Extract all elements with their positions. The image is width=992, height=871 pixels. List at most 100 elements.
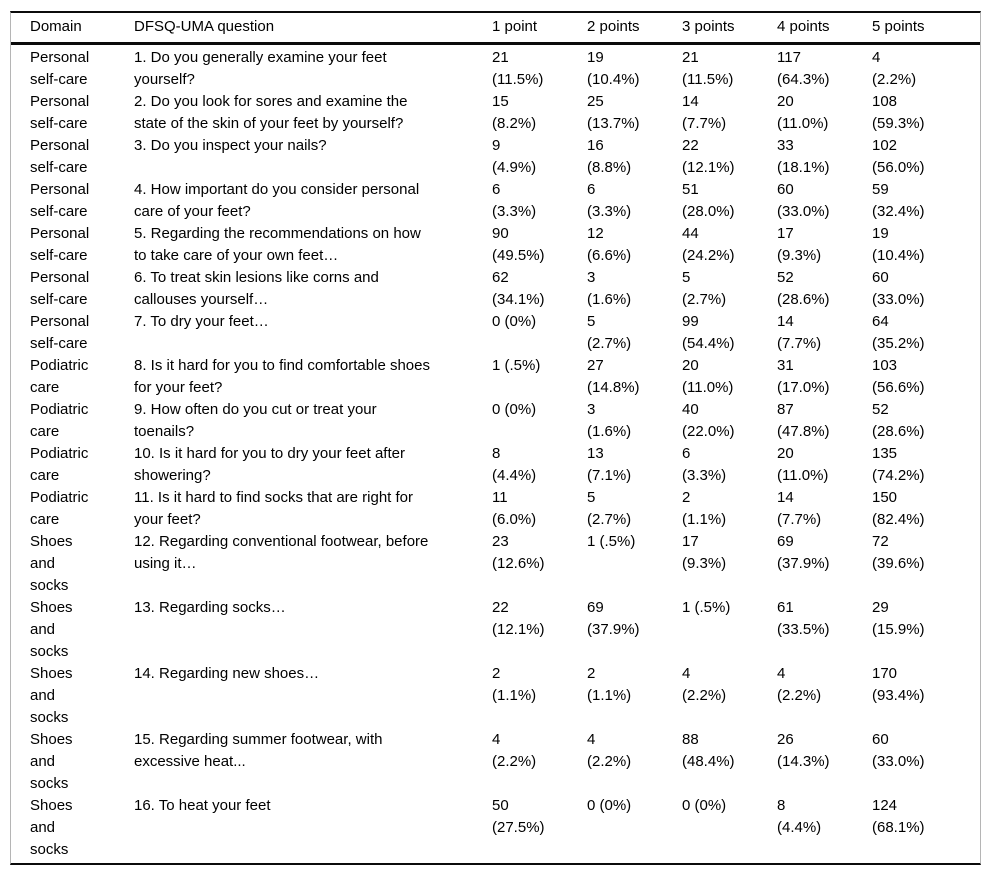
points-cell: 0 (0%) — [682, 797, 727, 814]
table-row: Shoes and socks 15. Regarding summer foot… — [11, 729, 980, 795]
question-cell: 15. Regarding summer footwear, with exce… — [134, 731, 383, 770]
domain-cell: Shoes and socks — [30, 665, 73, 726]
points-cell: 19 (10.4%) — [872, 225, 925, 264]
points-cell: 124 (68.1%) — [872, 797, 925, 836]
points-cell: 44 (24.2%) — [682, 225, 735, 264]
points-cell: 4 (2.2%) — [492, 731, 537, 770]
domain-cell: Podiatric care — [30, 489, 89, 528]
question-cell: 1. Do you generally examine your feet yo… — [134, 49, 387, 88]
domain-cell: Personal self-care — [30, 269, 90, 308]
table-row: Shoes and socks 14. Regarding new shoes… 2… — [11, 663, 980, 729]
header-row: Domain DFSQ-UMA question 1 point 2 points 3 … — [11, 13, 980, 45]
points-cell: 17 (9.3%) — [777, 225, 822, 264]
points-cell: 12 (6.6%) — [587, 225, 632, 264]
domain-cell: Personal self-care — [30, 93, 90, 132]
table-row: Shoes and socks 12. Regarding conventiona… — [11, 531, 980, 597]
points-cell: 61 (33.5%) — [777, 599, 830, 638]
table-row: Personal self-care 6. To treat skin lesio… — [11, 267, 980, 311]
points-cell: 99 (54.4%) — [682, 313, 735, 352]
question-cell: 2. Do you look for sores and examine the… — [134, 93, 408, 132]
points-cell: 23 (12.6%) — [492, 533, 545, 572]
dfsq-uma-table: Domain DFSQ-UMA question 1 point 2 points 3 … — [11, 13, 980, 863]
points-cell: 90 (49.5%) — [492, 225, 545, 264]
points-cell: 13 (7.1%) — [587, 445, 632, 484]
points-cell: 3 (1.6%) — [587, 401, 632, 440]
points-cell: 4 (2.2%) — [872, 49, 917, 88]
points-cell: 26 (14.3%) — [777, 731, 830, 770]
points-cell: 102 (56.0%) — [872, 137, 925, 176]
points-cell: 9 (4.9%) — [492, 137, 537, 176]
points-cell: 6 (3.3%) — [682, 445, 727, 484]
points-cell: 170 (93.4%) — [872, 665, 925, 704]
domain-cell: Personal self-care — [30, 225, 90, 264]
table-row: Shoes and socks 16. To heat your feet 50 (… — [11, 795, 980, 863]
domain-cell: Shoes and socks — [30, 599, 73, 660]
question-cell: 16. To heat your feet — [134, 797, 271, 814]
table-row: Podiatric care 10. Is it hard for you to … — [11, 443, 980, 487]
question-cell: 6. To treat skin lesions like corns and … — [134, 269, 379, 308]
question-cell: 9. How often do you cut or treat your to… — [134, 401, 377, 440]
table-row: Personal self-care 1. Do you generally ex… — [11, 44, 980, 92]
points-cell: 117 (64.3%) — [777, 49, 830, 88]
points-cell: 14 (7.7%) — [777, 313, 822, 352]
table-frame: Domain DFSQ-UMA question 1 point 2 points 3 … — [10, 11, 981, 865]
points-cell: 21 (11.5%) — [492, 49, 544, 88]
question-cell: 13. Regarding socks… — [134, 599, 286, 616]
points-cell: 108 (59.3%) — [872, 93, 925, 132]
points-cell: 17 (9.3%) — [682, 533, 727, 572]
points-cell: 33 (18.1%) — [777, 137, 830, 176]
domain-cell: Shoes and socks — [30, 797, 73, 858]
points-cell: 3 (1.6%) — [587, 269, 632, 308]
points-cell: 5 (2.7%) — [587, 313, 632, 352]
points-cell: 69 (37.9%) — [777, 533, 830, 572]
domain-cell: Podiatric care — [30, 401, 89, 440]
domain-cell: Personal self-care — [30, 181, 90, 220]
domain-cell: Personal self-care — [30, 49, 90, 88]
points-cell: 22 (12.1%) — [492, 599, 545, 638]
points-cell: 40 (22.0%) — [682, 401, 735, 440]
question-cell: 11. Is it hard to find socks that are ri… — [134, 489, 414, 528]
points-cell: 1 (.5%) — [587, 533, 636, 550]
points-cell: 31 (17.0%) — [777, 357, 830, 396]
table-row: Personal self-care 3. Do you inspect your… — [11, 135, 980, 179]
points-cell: 60 (33.0%) — [872, 269, 925, 308]
points-cell: 6 (3.3%) — [587, 181, 632, 220]
points-cell: 62 (34.1%) — [492, 269, 545, 308]
points-cell: 20 (11.0%) — [777, 93, 829, 132]
points-cell: 0 (0%) — [492, 313, 537, 330]
points-cell: 88 (48.4%) — [682, 731, 735, 770]
table-row: Personal self-care 4. How important do yo… — [11, 179, 980, 223]
column-header: 4 points — [777, 13, 872, 45]
points-cell: 4 (2.2%) — [587, 731, 632, 770]
points-cell: 135 (74.2%) — [872, 445, 925, 484]
points-cell: 25 (13.7%) — [587, 93, 640, 132]
question-cell: 5. Regarding the recommendations on how … — [134, 225, 421, 264]
column-header: Domain — [11, 13, 134, 45]
table-row: Personal self-care 5. Regarding the recom… — [11, 223, 980, 267]
points-cell: 29 (15.9%) — [872, 599, 925, 638]
points-cell: 1 (.5%) — [492, 357, 541, 374]
domain-cell: Shoes and socks — [30, 731, 73, 792]
points-cell: 19 (10.4%) — [587, 49, 640, 88]
points-cell: 2 (1.1%) — [492, 665, 537, 704]
column-header: 5 points — [872, 13, 980, 45]
points-cell: 60 (33.0%) — [872, 731, 925, 770]
question-cell: 14. Regarding new shoes… — [134, 665, 320, 682]
points-cell: 5 (2.7%) — [587, 489, 632, 528]
table-row: Podiatric care 8. Is it hard for you to f… — [11, 355, 980, 399]
column-header: 2 points — [587, 13, 682, 45]
domain-cell: Personal self-care — [30, 313, 90, 352]
points-cell: 2 (1.1%) — [587, 665, 632, 704]
question-cell: 7. To dry your feet… — [134, 313, 269, 330]
points-cell: 50 (27.5%) — [492, 797, 545, 836]
points-cell: 52 (28.6%) — [777, 269, 830, 308]
points-cell: 59 (32.4%) — [872, 181, 925, 220]
points-cell: 22 (12.1%) — [682, 137, 735, 176]
points-cell: 0 (0%) — [492, 401, 537, 418]
points-cell: 52 (28.6%) — [872, 401, 925, 440]
domain-cell: Podiatric care — [30, 357, 89, 396]
domain-cell: Shoes and socks — [30, 533, 73, 594]
points-cell: 1 (.5%) — [682, 599, 731, 616]
question-cell: 8. Is it hard for you to find comfortabl… — [134, 357, 430, 396]
points-cell: 15 (8.2%) — [492, 93, 537, 132]
